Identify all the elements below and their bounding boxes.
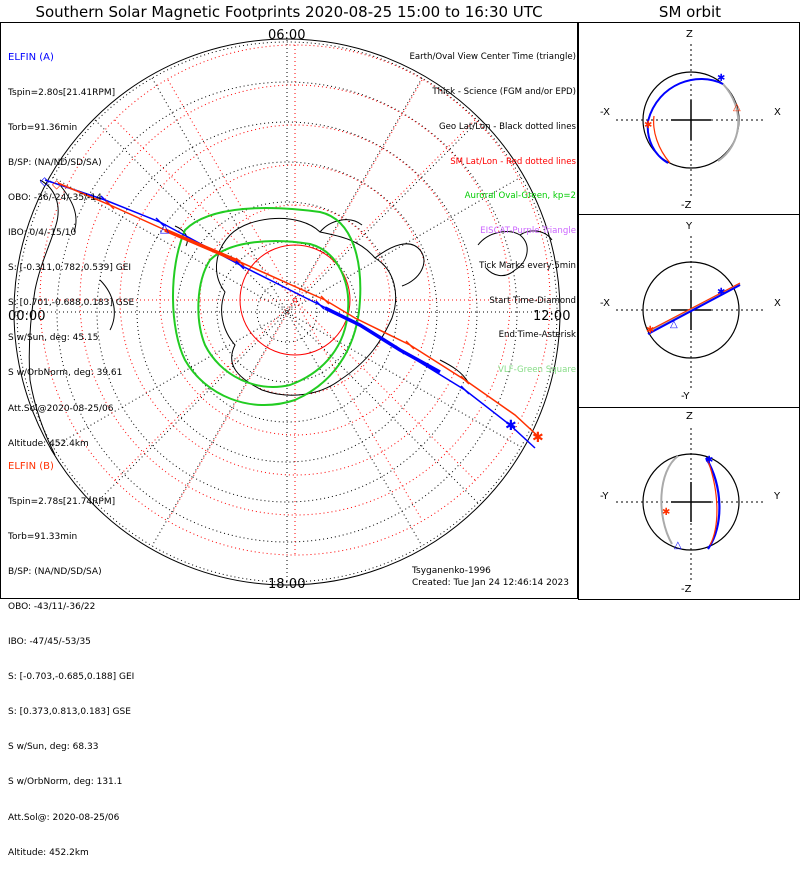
legend-item: Auroral Oval-Green, kp=2 <box>464 191 576 202</box>
elfin-a-ticks <box>100 195 470 395</box>
elfin-a-name: ELFIN (A) <box>8 52 54 64</box>
elfin-a-science-segment <box>324 306 441 374</box>
elfin-b-start-diamond: ◇ <box>52 177 62 191</box>
svg-text:✱: ✱ <box>717 287 725 298</box>
orbit-axis-bottom: -Y <box>681 391 690 402</box>
elfin-b-line: Torb=91.33min <box>8 531 78 542</box>
elfin-a-line: IBO: 0/4/-15/10 <box>8 227 77 238</box>
legend-item: Geo Lat/Lon - Black dotted lines <box>438 121 576 132</box>
sm-pole-circle <box>239 244 351 356</box>
legend-item: VLF-Green Square <box>497 365 576 376</box>
map-boundary <box>13 38 561 586</box>
svg-text:✱: ✱ <box>705 455 713 466</box>
elfin-a-line: Tspin=2.80s[21.41RPM] <box>8 87 116 98</box>
plot-title: Southern Solar Magnetic Footprints 2020-… <box>35 3 543 21</box>
elfin-b-line: Att.Sol@: 2020-08-25/06 <box>8 812 120 823</box>
auroral-oval <box>172 207 362 406</box>
svg-text:✱: ✱ <box>646 325 654 336</box>
elfin-b-info: ELFIN (B) Tspin=2.78s[21.74RPM] Torb=91.… <box>8 438 134 871</box>
clock-bottom-label: 18:00 <box>268 577 305 592</box>
orbit-axis-right: X <box>774 298 781 309</box>
legend-item: Tick Marks every 5min <box>479 260 576 271</box>
svg-text:✱: ✱ <box>717 73 725 84</box>
elfin-a-end-asterisk: ✱ <box>505 418 517 434</box>
created-timestamp: Created: Tue Jan 24 12:46:14 2023 <box>412 578 569 588</box>
svg-text:✱: ✱ <box>644 120 652 131</box>
elfin-a-line: S: [0.701,-0.688,0.183] GSE <box>8 298 135 309</box>
legend-item: SM Lat/Lon - Red dotted lines <box>450 156 576 167</box>
orbit-panel-xz: ✱ △ ✱ Z -Z -X X <box>600 29 781 211</box>
elfin-b-line: S w/OrbNorm, deg: 131.1 <box>8 777 123 788</box>
elfin-b-track <box>57 182 541 439</box>
elfin-a-line: S: [-0.311,0.782,0.539] GEI <box>8 263 132 274</box>
model-credit: Tsyganenko-1996 <box>412 566 491 576</box>
orbit-axis-left: -X <box>600 298 610 309</box>
orbit-axis-top: Z <box>686 29 693 40</box>
orbit-axis-top: Z <box>686 411 693 422</box>
elfin-b-line: B/SP: (NA/ND/SD/SA) <box>8 566 102 577</box>
orbit-axis-left: -X <box>600 107 610 118</box>
elfin-a-line: S w/OrbNorm, deg: 39.61 <box>8 368 123 379</box>
svg-text:✱: ✱ <box>662 507 670 518</box>
clock-right-label: 12:00 <box>533 309 570 324</box>
elfin-b-ticks <box>105 200 470 385</box>
elfin-a-line: Altitude: 452.4km <box>8 438 89 449</box>
legend-item: EISCAT-Purple Triangle <box>480 226 576 237</box>
orbit-axis-right: Y <box>773 491 781 502</box>
elfin-b-end-asterisk: ✱ <box>532 430 544 446</box>
orbit-panel-xy: ✱ △ ✱ Y -Y -X X <box>600 221 781 402</box>
orbit-axis-bottom: -Z <box>681 200 692 211</box>
elfin-b-line: IBO: -47/45/-53/35 <box>8 636 91 647</box>
elfin-b-line: OBO: -43/11/-36/22 <box>8 601 96 612</box>
svg-text:△: △ <box>733 102 741 113</box>
legend-item: Earth/Oval View Center Time (triangle) <box>409 52 576 63</box>
orbit-axis-bottom: -Z <box>681 584 692 595</box>
elfin-b-line: S: [0.373,0.813,0.183] GSE <box>8 707 131 718</box>
elfin-a-line: B/SP: (NA/ND/SD/SA) <box>8 157 102 168</box>
geo-graticule <box>15 40 559 584</box>
elfin-b-line: S: [-0.703,-0.685,0.188] GEI <box>8 672 135 683</box>
footprint-map: ◇ ◇ ✱ ✱ △ 06:00 00:00 12:00 18:00 <box>0 22 578 599</box>
orbit-axis-left: -Y <box>600 491 609 502</box>
elfin-b-line: Tspin=2.78s[21.74RPM] <box>8 496 116 507</box>
orbit-axis-top: Y <box>685 221 693 232</box>
elfin-a-info: ELFIN (A) Tspin=2.80s[21.41RPM] Torb=91.… <box>8 29 134 462</box>
elfin-b-line: S w/Sun, deg: 68.33 <box>8 742 99 753</box>
elfin-a-line: OBO: -36/-24/-35/-14 <box>8 192 102 203</box>
svg-text:△: △ <box>674 540 682 551</box>
elfin-a-start-diamond: ◇ <box>40 174 50 188</box>
orbit-axis-right: X <box>774 107 781 118</box>
legend: Earth/Oval View Center Time (triangle) T… <box>409 29 576 388</box>
orbit-title: SM orbit <box>658 3 722 21</box>
clock-left-label: 00:00 <box>8 309 45 324</box>
legend-item: End Time-Asterisk <box>498 330 576 341</box>
elfin-b-science-segment <box>164 228 241 264</box>
orbit-panels: ✱ △ ✱ Z -Z -X X ✱ △ ✱ Y -Y -X X ✱ ✱ <box>578 22 800 600</box>
clock-top-label: 06:00 <box>268 28 305 43</box>
view-center-triangle: △ <box>160 221 170 235</box>
svg-text:△: △ <box>670 319 678 330</box>
map-frame <box>0 22 578 599</box>
orbit-panel-yz: ✱ ✱ △ Z -Z -Y Y <box>600 411 781 595</box>
continent-outlines <box>28 179 553 456</box>
elfin-a-line: Torb=91.36min <box>8 122 78 133</box>
elfin-a-line: S w/Sun, deg: 45.15 <box>8 333 99 344</box>
elfin-a-line: Att.Sol@2020-08-25/06 <box>8 403 114 414</box>
elfin-b-line: Altitude: 452.2km <box>8 847 89 858</box>
legend-item: Start Time-Diamond <box>489 295 576 306</box>
legend-item: Thick - Science (FGM and/or EPD) <box>432 86 576 97</box>
elfin-b-name: ELFIN (B) <box>8 461 54 473</box>
